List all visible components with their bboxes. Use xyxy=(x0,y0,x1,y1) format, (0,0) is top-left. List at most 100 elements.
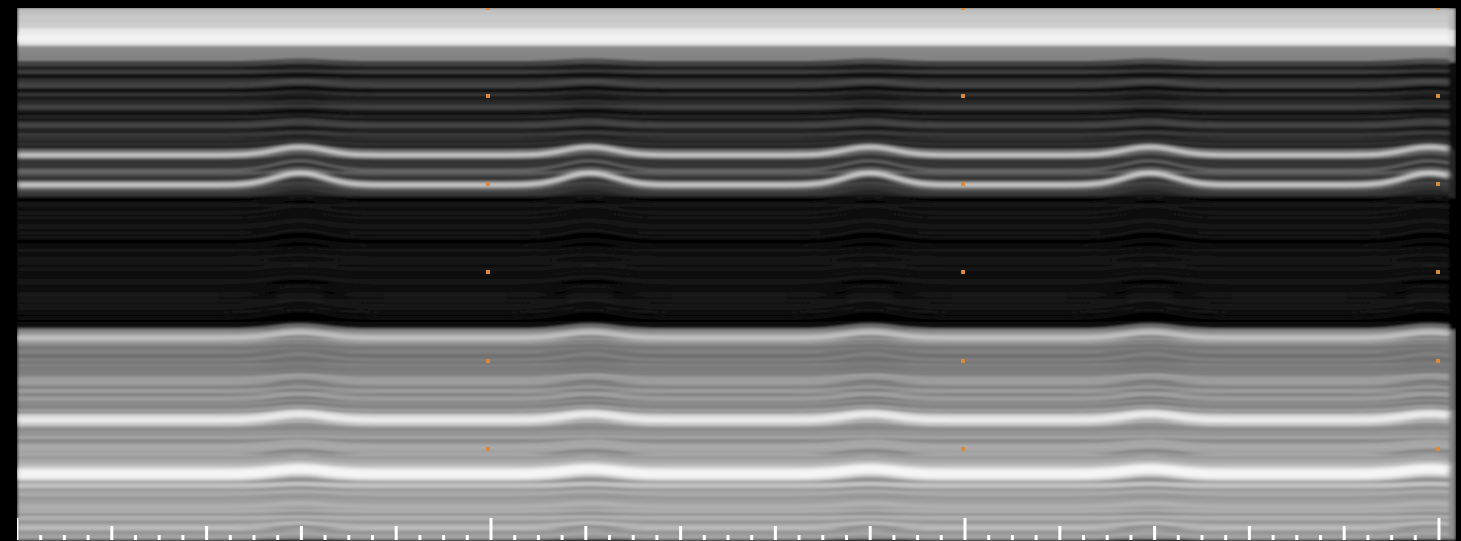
time-tick xyxy=(679,526,683,540)
tissue-stripe xyxy=(17,504,1450,512)
tissue-stripe xyxy=(17,119,1450,127)
tissue-stripe xyxy=(17,298,1450,303)
tissue-stripe xyxy=(17,219,1450,230)
left-border xyxy=(0,0,17,541)
tissue-stripe xyxy=(17,224,1450,233)
tissue-stripe xyxy=(17,246,1450,252)
tissue-stripe xyxy=(17,265,1450,269)
tissue-stripe xyxy=(17,175,1450,179)
tissue-stripe xyxy=(17,206,1450,218)
tissue-stripe xyxy=(17,351,1450,359)
tissue-stripe xyxy=(17,248,1450,254)
tissue-stripe xyxy=(17,493,1450,499)
right-border xyxy=(1456,0,1461,541)
tissue-stripe xyxy=(17,304,1450,314)
tissue-stripe xyxy=(17,197,1450,205)
time-tick xyxy=(1153,526,1157,540)
depth-marker xyxy=(961,270,965,274)
tissue-stripe xyxy=(17,124,1450,132)
tissue-stripe xyxy=(17,372,1450,380)
time-tick xyxy=(1200,535,1204,540)
time-tick xyxy=(299,526,303,540)
tissue-stripe xyxy=(17,158,1450,170)
tissue-stripe xyxy=(17,211,1450,220)
tissue-stripe xyxy=(17,208,1450,212)
tissue-stripe xyxy=(17,122,1450,129)
tissue-stripe xyxy=(17,438,1450,444)
tissue-stripe xyxy=(17,368,1450,377)
tissue-stripe xyxy=(17,234,1450,245)
tissue-stripe xyxy=(17,483,1450,489)
tissue-stripe xyxy=(17,385,1450,392)
time-tick xyxy=(489,518,493,540)
time-tick xyxy=(1413,535,1417,540)
tissue-stripe xyxy=(17,253,1450,260)
time-tick xyxy=(868,526,872,540)
time-tick xyxy=(323,535,327,540)
tissue-stripe xyxy=(17,216,1450,222)
depth-marker xyxy=(961,359,965,363)
wall-echoes xyxy=(17,35,1450,480)
tissue-stripe xyxy=(17,157,1450,167)
tissue-stripe xyxy=(17,443,1450,449)
tissue-stripe xyxy=(17,95,1450,101)
tissue-stripe xyxy=(17,252,1450,258)
tissue-stripe xyxy=(17,451,1450,460)
time-tick xyxy=(1366,535,1370,540)
time-tick xyxy=(726,535,730,540)
tissue-stripe xyxy=(17,327,1450,337)
tissue-stripe xyxy=(17,533,1450,538)
tissue-stripe xyxy=(17,361,1450,366)
time-tick xyxy=(1247,526,1251,540)
tissue-stripe xyxy=(17,501,1450,506)
tissue-stripe xyxy=(17,394,1450,401)
tissue-stripe xyxy=(17,526,1450,534)
tissue-stripe xyxy=(17,219,1450,227)
time-tick xyxy=(1082,535,1085,540)
tissue-stripe xyxy=(17,136,1450,141)
tissue-stripe xyxy=(17,143,1450,148)
tissue-stripe xyxy=(17,348,1450,357)
tissue-stripe xyxy=(17,323,1450,332)
tissue-stripe xyxy=(17,377,1450,384)
tissue-stripe xyxy=(17,275,1450,285)
tissue-stripe xyxy=(17,490,1450,496)
tissue-stripe xyxy=(17,82,1450,89)
time-tick xyxy=(939,535,943,540)
time-tick xyxy=(181,535,185,540)
tissue-stripe xyxy=(17,487,1450,491)
time-tick xyxy=(916,535,920,540)
tissue-stripe xyxy=(17,325,1450,330)
tissue-stripe xyxy=(17,136,1450,144)
depth-marker xyxy=(961,447,965,451)
depth-marker xyxy=(1436,447,1440,451)
tissue-stripe xyxy=(17,430,1450,434)
depth-marker xyxy=(961,182,965,186)
tissue-stripe xyxy=(17,520,1450,526)
tissue-stripe xyxy=(17,104,1450,109)
depth-marker xyxy=(486,270,490,274)
tissue-stripe xyxy=(17,258,1450,262)
tissue-stripe xyxy=(17,263,1450,272)
tissue-stripe xyxy=(17,79,1450,84)
tissue-stripe xyxy=(17,185,1450,197)
depth-marker xyxy=(486,182,490,186)
tissue-stripe xyxy=(17,91,1450,96)
time-tick xyxy=(134,535,137,540)
tissue-stripe xyxy=(17,403,1450,409)
tissue-stripe xyxy=(17,269,1450,278)
depth-marker xyxy=(486,359,490,363)
tissue-stripe xyxy=(17,501,1450,509)
time-tick xyxy=(702,535,706,540)
tissue-stripe xyxy=(17,456,1450,461)
time-tick xyxy=(536,535,540,540)
tissue-stripe xyxy=(17,295,1450,305)
tissue-stripe xyxy=(17,308,1450,312)
tissue-stripe xyxy=(17,512,1450,516)
tissue-stripe xyxy=(17,205,1450,215)
tissue-stripe xyxy=(17,424,1450,429)
time-tick xyxy=(797,535,801,540)
time-tick xyxy=(1105,535,1109,540)
tissue-stripe xyxy=(17,361,1450,370)
tissue-stripe xyxy=(17,398,1450,404)
